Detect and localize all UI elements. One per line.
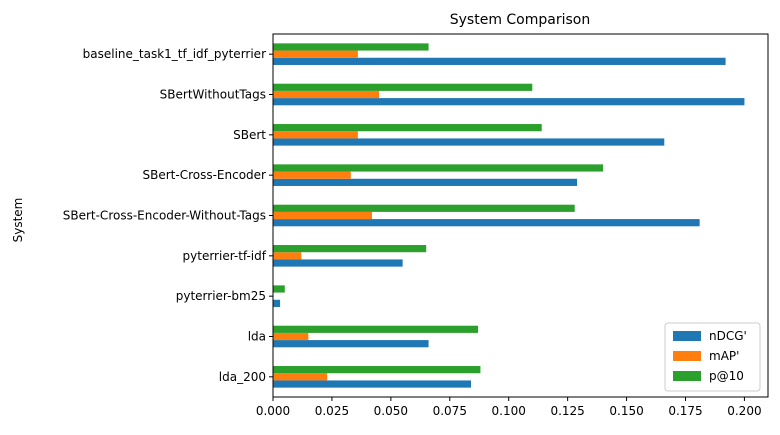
y-tick-label: SBert-Cross-Encoder	[143, 168, 267, 182]
bar-ndcg-8	[273, 380, 471, 388]
bar-map-7	[273, 332, 309, 341]
bar-p10-3	[273, 164, 603, 172]
bar-ndcg-5	[273, 259, 403, 267]
x-tick-label: 0.125	[550, 404, 584, 418]
bar-map-0	[273, 50, 358, 58]
bar-p10-8	[273, 366, 481, 374]
bar-p10-7	[273, 325, 479, 333]
x-tick-label: 0.050	[374, 404, 408, 418]
x-tick-label: 0.000	[256, 404, 290, 418]
y-tick-label: SBert	[233, 128, 266, 142]
bar-ndcg-3	[273, 178, 578, 186]
bar-ndcg-4	[273, 219, 700, 227]
y-tick-label: lda_200	[219, 370, 266, 384]
bar-map-3	[273, 171, 351, 179]
bar-p10-2	[273, 124, 542, 132]
legend-swatch	[673, 371, 701, 381]
bar-p10-4	[273, 204, 575, 212]
bar-map-2	[273, 131, 358, 139]
y-tick-label: pyterrier-tf-idf	[183, 249, 267, 263]
bar-ndcg-6	[273, 299, 281, 307]
bar-p10-0	[273, 43, 429, 51]
x-tick-label: 0.100	[492, 404, 526, 418]
legend-swatch	[673, 351, 701, 361]
y-axis-title: System	[11, 198, 25, 243]
legend: nDCG' mAP' p@10	[664, 322, 761, 392]
bar-map-4	[273, 211, 372, 220]
x-tick-label: 0.175	[668, 404, 702, 418]
bar-ndcg-0	[273, 57, 726, 65]
bar-p10-6	[273, 285, 285, 293]
y-tick-label: lda	[248, 330, 266, 344]
x-tick-label: 0.200	[727, 404, 761, 418]
y-tick-label: SBertWithoutTags	[160, 88, 266, 102]
bar-ndcg-7	[273, 340, 429, 348]
legend-swatch	[673, 331, 701, 341]
bar-ndcg-2	[273, 138, 665, 146]
legend-label: nDCG'	[709, 329, 747, 343]
bar-map-5	[273, 252, 302, 260]
x-tick-label: 0.075	[433, 404, 467, 418]
y-tick-label: pyterrier-bm25	[176, 289, 266, 303]
bar-map-8	[273, 373, 328, 381]
y-tick-label: SBert-Cross-Encoder-Without-Tags	[63, 209, 266, 223]
y-tick-label: baseline_task1_tf_idf_pyterrier	[83, 47, 266, 61]
plot-frame	[272, 33, 769, 398]
legend-label: mAP'	[709, 349, 739, 363]
y-axis-ticks: baseline_task1_tf_idf_pyterrier SBertWith…	[63, 47, 273, 384]
bar-map-1	[273, 90, 380, 99]
x-tick-label: 0.150	[609, 404, 643, 418]
bar-p10-1	[273, 83, 533, 91]
bar-ndcg-1	[273, 98, 745, 106]
legend-label: p@10	[709, 369, 744, 383]
chart-title: System Comparison	[450, 12, 590, 28]
x-tick-label: 0.025	[315, 404, 349, 418]
bars-group	[273, 43, 745, 388]
bar-p10-5	[273, 245, 427, 253]
x-axis-ticks: 0.000 0.025 0.050 0.075 0.100 0.125 0.150 0.175…	[256, 397, 762, 418]
